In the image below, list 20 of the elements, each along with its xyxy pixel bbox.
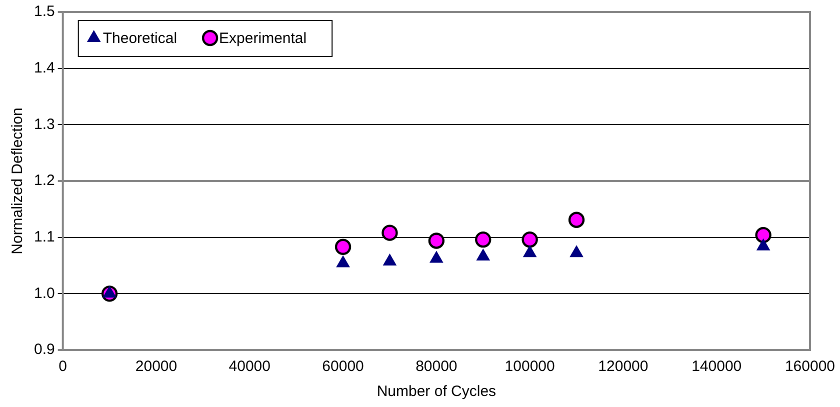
y-tick-label: 0.9 [34,341,55,358]
y-tick-label: 1.1 [34,228,55,246]
x-tick-label: 100000 [504,358,555,376]
y-tick-label: 1.2 [34,172,55,190]
y-tick-label: 1.3 [34,116,55,133]
x-tick-label: 40000 [228,358,270,376]
x-tick-label: 80000 [416,358,458,376]
y-axis-title: Normalized Deflection [9,108,26,254]
x-tick-label: 140000 [692,358,742,376]
legend-label: Theoretical [102,30,178,48]
x-tick-label: 160000 [784,358,836,376]
x-tick-label: 20000 [135,358,178,376]
x-tick-label: 0 [58,358,68,376]
x-tick-label: 120000 [598,358,648,376]
y-tick-label: 1.0 [34,284,55,302]
x-axis-title: Number of Cycles [376,383,496,400]
x-tick-label: 60000 [322,358,364,376]
y-tick-label: 1.4 [34,59,55,76]
legend-label: Experimental [219,30,307,48]
y-tick-label: 1.5 [34,3,55,20]
